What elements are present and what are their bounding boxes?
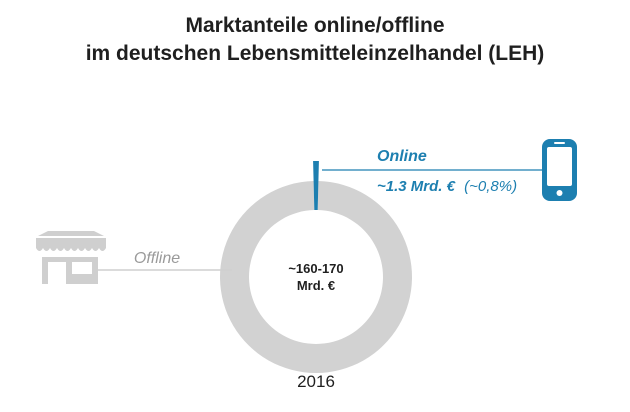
title-line-1: Marktanteile online/offline (185, 14, 445, 37)
chart-title: Marktanteile online/offline im deutschen… (0, 12, 630, 68)
title-line-2: im deutschen Lebensmitteleinzelhandel (L… (85, 42, 545, 65)
online-share-label: (~0,8%) (464, 178, 517, 195)
donut-slices (220, 161, 412, 373)
smartphone-icon (542, 139, 577, 201)
center-label-line-2: Mrd. € (297, 278, 335, 293)
online-value-label: ~1.3 Mrd. € (377, 178, 456, 195)
donut-slice-online (313, 161, 319, 211)
online-label: Online (377, 148, 427, 165)
center-label-line-1: ~160-170 (288, 261, 343, 276)
donut-slice-offline (220, 181, 412, 373)
online-value-text: ~1.3 Mrd. € (~0,8%) (377, 178, 517, 195)
year-label: 2016 (297, 372, 335, 391)
store-icon (36, 231, 106, 284)
offline-label: Offline (134, 250, 180, 267)
